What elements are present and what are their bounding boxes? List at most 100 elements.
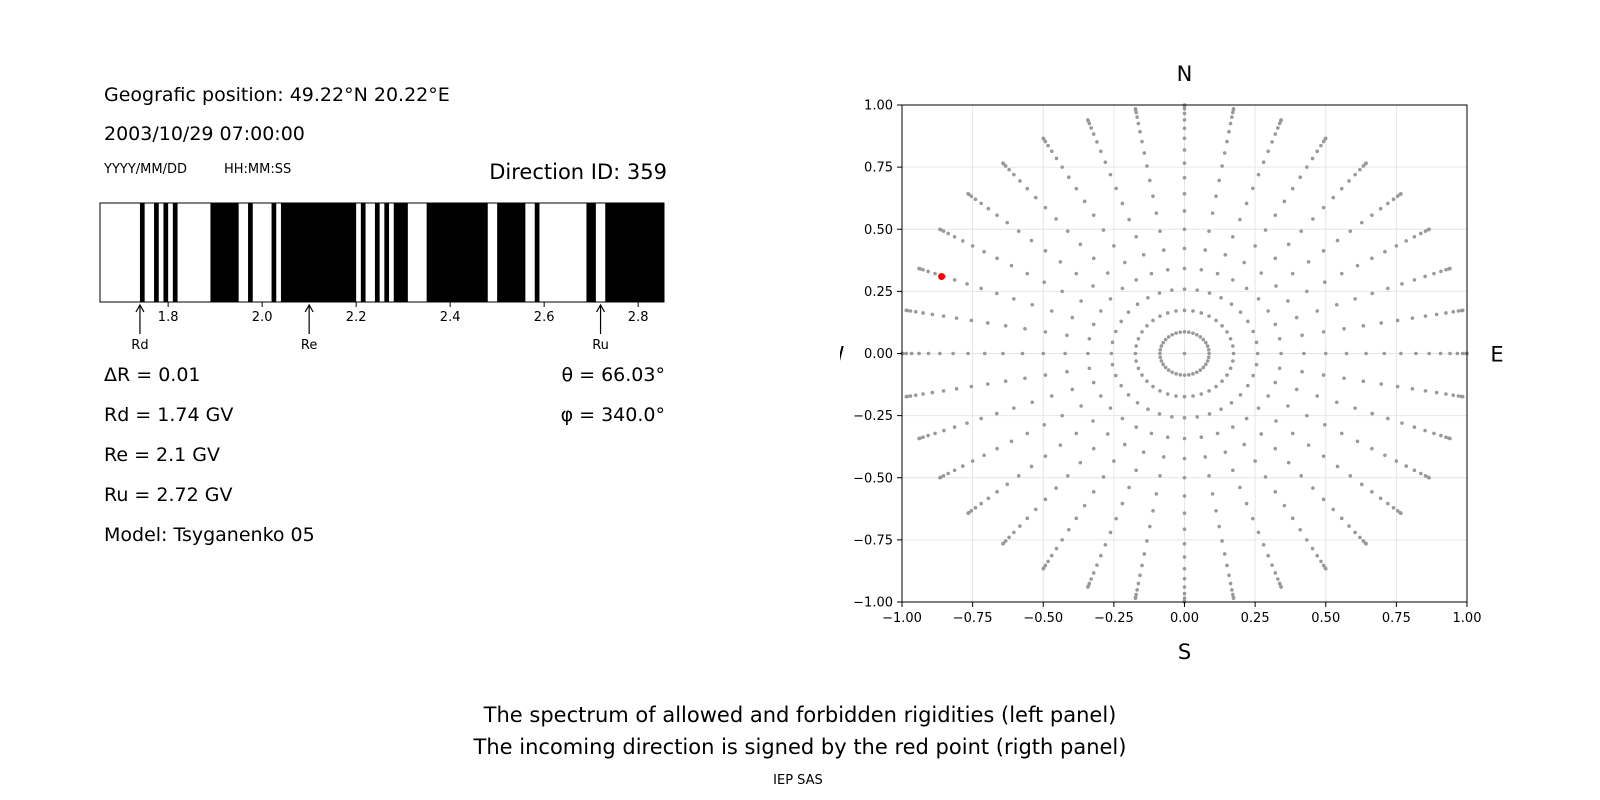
direction-dot <box>1231 596 1236 601</box>
direction-dot <box>1277 336 1282 341</box>
direction-dot <box>1134 344 1138 348</box>
direction-dot <box>1456 309 1461 313</box>
direction-dot <box>1231 359 1235 363</box>
direction-dot <box>1161 340 1165 345</box>
direction-dot <box>938 227 942 232</box>
direction-dot <box>1220 539 1224 543</box>
direction-dot <box>1182 511 1187 516</box>
direction-dot <box>1279 585 1283 589</box>
direction-dot <box>1135 115 1139 119</box>
direction-dot <box>1203 455 1208 459</box>
forbidden-band <box>139 203 145 302</box>
direction-dot <box>1158 314 1162 318</box>
direction-dot <box>1290 516 1295 521</box>
direction-dot <box>1151 194 1155 198</box>
direction-dot <box>1259 271 1264 275</box>
direction-dot <box>1225 563 1229 568</box>
direction-dot <box>1228 336 1233 341</box>
direction-dot <box>1423 274 1427 279</box>
direction-dot <box>1321 249 1326 253</box>
direction-dot <box>1198 335 1203 339</box>
direction-dot <box>1101 475 1106 479</box>
direction-dot <box>1182 175 1187 180</box>
direction-dot <box>1174 309 1178 313</box>
direction-dot <box>930 312 935 317</box>
direction-dot <box>1191 331 1195 335</box>
direction-dot <box>1323 351 1328 356</box>
forbidden-band <box>586 203 596 302</box>
direction-dot <box>1182 475 1187 480</box>
direction-dot <box>1009 263 1014 268</box>
forbidden-band <box>497 203 526 302</box>
direction-dot <box>1163 337 1168 342</box>
direction-dot <box>1386 416 1390 421</box>
direction-dot <box>1113 373 1118 378</box>
direction-dot <box>1141 450 1146 454</box>
direction-dot <box>1214 384 1218 389</box>
direction-dot <box>1103 160 1108 165</box>
direction-dot <box>1174 331 1178 335</box>
direction-dot <box>969 194 974 198</box>
direction-dot <box>908 394 913 398</box>
direction-dot <box>1123 442 1127 447</box>
direction-dot <box>1379 382 1384 386</box>
direction-dot <box>1386 201 1390 206</box>
direction-dot <box>1065 474 1070 478</box>
direction-dot <box>1251 186 1255 191</box>
direction-dot <box>1273 490 1278 494</box>
direction-dot <box>1195 288 1199 292</box>
direction-dot <box>1070 387 1075 392</box>
direction-dot <box>1359 482 1364 487</box>
direction-dot <box>1214 509 1218 513</box>
direction-dot <box>1259 432 1264 436</box>
direction-dot <box>1210 492 1215 496</box>
direction-dot <box>1145 539 1149 543</box>
direction-dot <box>1358 167 1362 172</box>
direction-dot <box>926 269 930 274</box>
forbidden-bands <box>139 203 664 302</box>
direction-dot <box>1105 271 1110 275</box>
x-tick-label: −1.00 <box>882 611 922 626</box>
direction-dot <box>1273 322 1278 327</box>
marker-arrow-head <box>596 303 606 313</box>
x-tick-label: −0.50 <box>1023 611 1063 626</box>
direction-dot <box>979 286 983 291</box>
direction-dot <box>1043 205 1048 210</box>
direction-dot <box>1220 379 1224 384</box>
forbidden-band <box>393 203 408 302</box>
direction-dot <box>1195 370 1199 375</box>
x-tick-label: 0.00 <box>1170 611 1199 626</box>
direction-dot <box>1399 351 1403 356</box>
x-tick-label: 0.25 <box>1241 611 1270 626</box>
direction-dot <box>1225 373 1229 377</box>
direction-dot <box>1370 411 1375 416</box>
direction-dot <box>1207 291 1212 295</box>
direction-dot <box>1195 332 1199 337</box>
compass-south: S <box>1178 640 1191 664</box>
direction-dot <box>1186 373 1191 377</box>
direction-dot <box>1120 286 1125 291</box>
direction-dot <box>1099 394 1103 398</box>
direction-dot <box>1095 563 1099 567</box>
direction-dot <box>909 351 914 356</box>
y-tick-label: 0.25 <box>864 285 893 300</box>
direction-dot <box>1404 464 1409 468</box>
direction-dot <box>1082 503 1087 508</box>
direction-dot <box>1439 433 1443 438</box>
direction-dot <box>1319 559 1323 564</box>
direction-dot <box>1353 406 1357 410</box>
marker-label: Re <box>301 338 317 353</box>
direction-dot <box>913 310 918 314</box>
direction-dot <box>1041 136 1046 141</box>
direction-dot <box>1399 191 1403 196</box>
direction-dot <box>1182 246 1187 251</box>
direction-dot <box>1229 302 1234 307</box>
direction-dot <box>1395 194 1400 198</box>
direction-dot <box>1091 419 1095 423</box>
direction-dot <box>1054 486 1058 490</box>
direction-dot <box>1174 394 1178 398</box>
direction-dot <box>1127 485 1131 490</box>
direction-dot <box>1025 271 1030 276</box>
direction-dot <box>1217 524 1221 529</box>
direction-dot <box>1451 393 1456 397</box>
